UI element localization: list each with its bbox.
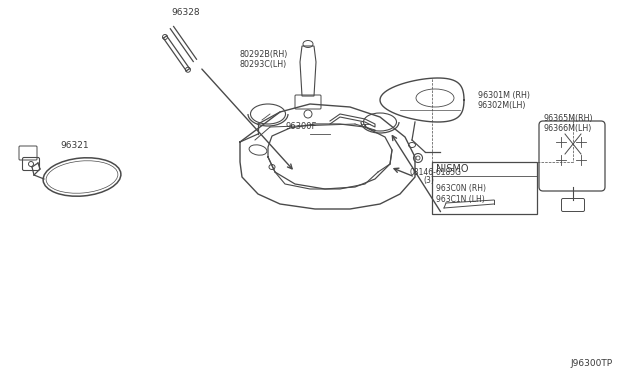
Text: 96302M(LH): 96302M(LH) [478,100,527,109]
Text: (3): (3) [423,176,434,185]
Text: NISMO: NISMO [436,164,468,174]
Text: 96301M (RH): 96301M (RH) [478,90,530,99]
Text: 80292B(RH): 80292B(RH) [240,49,289,58]
Text: 963C0N (RH): 963C0N (RH) [436,183,486,192]
Text: 80293C(LH): 80293C(LH) [240,60,287,68]
Text: 96365M(RH): 96365M(RH) [544,113,594,122]
Text: 963C1N (LH): 963C1N (LH) [436,195,484,203]
Text: 96321: 96321 [60,141,88,150]
Text: J96300TP: J96300TP [570,359,612,369]
Text: 96366M(LH): 96366M(LH) [544,124,593,132]
Bar [432,162,537,214]
Text: 96328: 96328 [171,7,200,16]
Text: 96300F: 96300F [286,122,317,131]
Text: 08146-6185G: 08146-6185G [410,167,462,176]
